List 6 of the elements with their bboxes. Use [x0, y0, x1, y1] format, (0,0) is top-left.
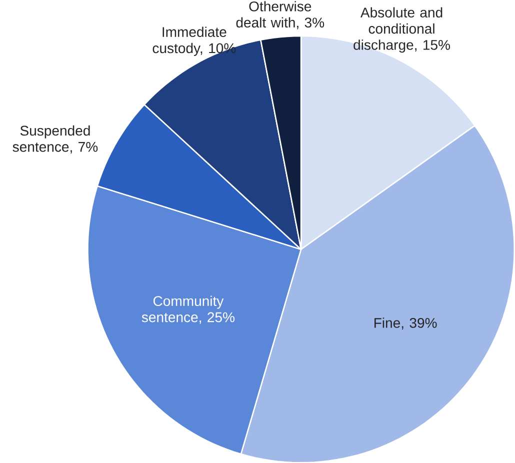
slice-label: Immediate custody, 10%: [152, 26, 236, 56]
slice-label: Community sentence, 25%: [142, 296, 234, 324]
slice-label: Suspended sentence, 7%: [12, 125, 98, 154]
slice-label: Fine, 39%: [374, 317, 437, 330]
slice-label: Absolute and conditional discharge, 15%: [354, 7, 450, 52]
slice-label: Otherwise dealt with, 3%: [236, 0, 324, 30]
